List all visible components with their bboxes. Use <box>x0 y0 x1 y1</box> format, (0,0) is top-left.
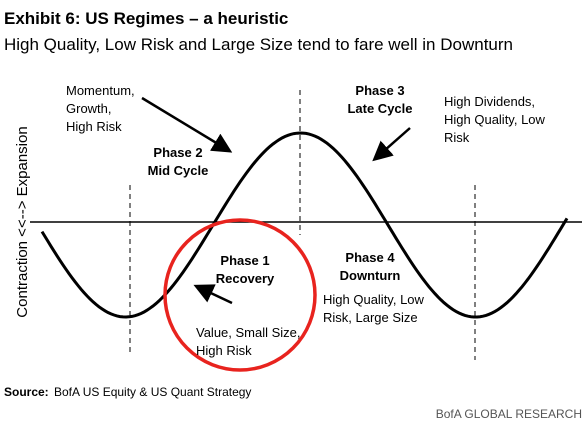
arrow <box>372 127 411 162</box>
source-label: Source: <box>4 385 49 399</box>
label: Late Cycle <box>347 101 412 116</box>
label: Phase 3 <box>355 83 404 98</box>
label: Recovery <box>216 271 275 286</box>
label: High Quality, Low <box>444 112 546 127</box>
label: Momentum, <box>66 83 135 98</box>
label: Growth, <box>66 101 112 116</box>
highlight-circle <box>163 218 317 372</box>
arrow <box>193 284 233 305</box>
label: High Risk <box>196 343 252 358</box>
title: Exhibit 6: US Regimes – a heuristic <box>4 9 288 28</box>
cycle-wave <box>40 131 569 319</box>
label: Downturn <box>340 268 401 283</box>
label: High Risk <box>66 119 122 134</box>
brand: BofA GLOBAL RESEARCH <box>436 407 582 421</box>
subtitle: High Quality, Low Risk and Large Size te… <box>4 35 513 54</box>
label: Phase 4 <box>345 250 395 265</box>
source: BofA US Equity & US Quant Strategy <box>54 385 251 399</box>
label: High Dividends, <box>444 94 535 109</box>
label: Mid Cycle <box>148 163 209 178</box>
label: Phase 2 <box>153 145 202 160</box>
label: Value, Small Size, <box>196 325 301 340</box>
label: Phase 1 <box>220 253 269 268</box>
label: Risk, Large Size <box>323 310 418 325</box>
axis-label: Contraction <<--> Expansion <box>14 126 31 317</box>
arrow <box>141 96 233 153</box>
label: Risk <box>444 130 470 145</box>
label: High Quality, Low <box>323 292 425 307</box>
